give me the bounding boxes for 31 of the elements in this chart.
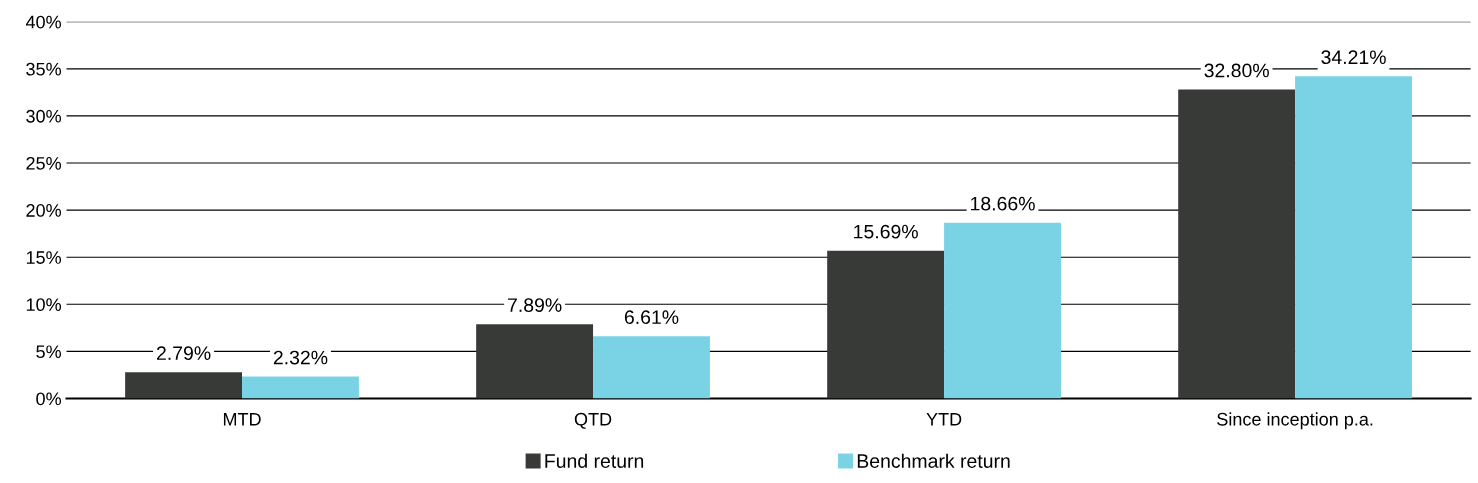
legend-label: Benchmark return (857, 453, 1010, 468)
y-tick-label: 20% (26, 204, 62, 217)
data-label: 15.69% (854, 224, 918, 239)
bar (125, 372, 243, 399)
bar (827, 250, 945, 399)
data-label: 2.32% (273, 350, 328, 365)
y-tick-label: 40% (25, 15, 62, 29)
data-label: 34.21% (1321, 50, 1386, 65)
x-tick-label: Since inception p.a. (1217, 412, 1373, 430)
data-label: 32.80% (1204, 63, 1269, 78)
x-tick-label: MTD (223, 413, 261, 426)
bar (593, 336, 710, 399)
bar (242, 376, 359, 399)
y-tick-label: 25% (26, 156, 62, 170)
x-tick-label: YTD (926, 413, 962, 426)
data-label: 6.61% (624, 310, 679, 325)
legend-label: Fund return (545, 453, 644, 468)
data-label: 18.66% (971, 196, 1035, 211)
data-label: 7.89% (508, 298, 562, 312)
bar (944, 222, 1061, 399)
y-tick-label: 30% (26, 109, 62, 123)
bar (1178, 89, 1296, 399)
x-tick-label: QTD (574, 412, 612, 429)
y-tick-label: 10% (26, 298, 62, 312)
y-tick-label: 35% (26, 62, 62, 76)
bar (1295, 76, 1412, 399)
data-label: 2.79% (156, 346, 211, 361)
y-tick-label: 0% (36, 392, 62, 406)
bar (476, 324, 594, 399)
y-tick-label: 5% (36, 345, 62, 359)
y-tick-label: 15% (26, 251, 62, 264)
